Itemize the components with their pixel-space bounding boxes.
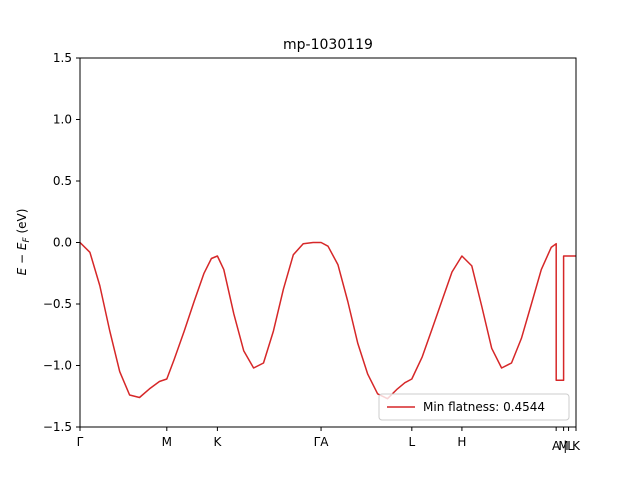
chart-title: mp-1030119 bbox=[283, 37, 373, 53]
y-axis-label-sub: F bbox=[22, 237, 32, 243]
y-tick-label-6: 1.5 bbox=[53, 51, 72, 65]
y-axis-label-main: E − E bbox=[15, 242, 29, 275]
x-tick-label-8: |L bbox=[563, 439, 574, 453]
legend-label: Min flatness: 0.4544 bbox=[423, 400, 545, 414]
svg-text:E − EF (eV): E − EF (eV) bbox=[15, 209, 32, 276]
x-tick-label-5: H bbox=[457, 435, 466, 449]
y-axis-label-unit: (eV) bbox=[15, 209, 29, 238]
y-tick-label-3: 0.0 bbox=[53, 236, 72, 250]
legend: Min flatness: 0.4544 bbox=[378, 393, 570, 421]
legend-box bbox=[378, 393, 570, 421]
x-tick-label-9: K bbox=[572, 439, 581, 453]
y-tick-label-1: −1.0 bbox=[43, 359, 72, 373]
x-tick-label-1: M bbox=[162, 435, 172, 449]
x-tick-label-6: A bbox=[552, 439, 561, 453]
y-tick-label-5: 1.0 bbox=[53, 113, 72, 127]
x-tick-label-4: L bbox=[408, 435, 415, 449]
plot-frame bbox=[79, 57, 577, 428]
x-tick-label-0: Γ bbox=[77, 435, 84, 449]
x-tick-label-7: M bbox=[558, 439, 568, 453]
band-line-0 bbox=[79, 241, 576, 400]
y-tick-label-0: −1.5 bbox=[43, 420, 72, 434]
y-axis-label: E − EF (eV) bbox=[15, 209, 32, 276]
y-tick-label-2: −0.5 bbox=[43, 297, 72, 311]
y-tick-label-4: 0.5 bbox=[53, 174, 72, 188]
x-tick-label-2: K bbox=[213, 435, 222, 449]
x-tick-label-3: ΓA bbox=[314, 435, 330, 449]
